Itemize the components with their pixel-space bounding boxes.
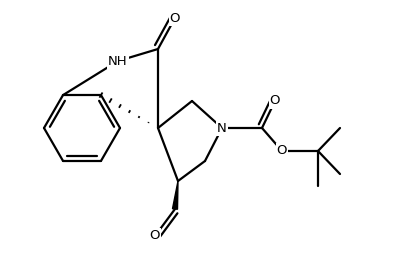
Text: N: N xyxy=(217,122,226,134)
Text: O: O xyxy=(169,12,180,25)
Text: NH: NH xyxy=(108,55,128,68)
Text: O: O xyxy=(276,144,287,157)
Polygon shape xyxy=(172,181,178,209)
Text: O: O xyxy=(150,229,160,242)
Text: O: O xyxy=(269,94,279,108)
